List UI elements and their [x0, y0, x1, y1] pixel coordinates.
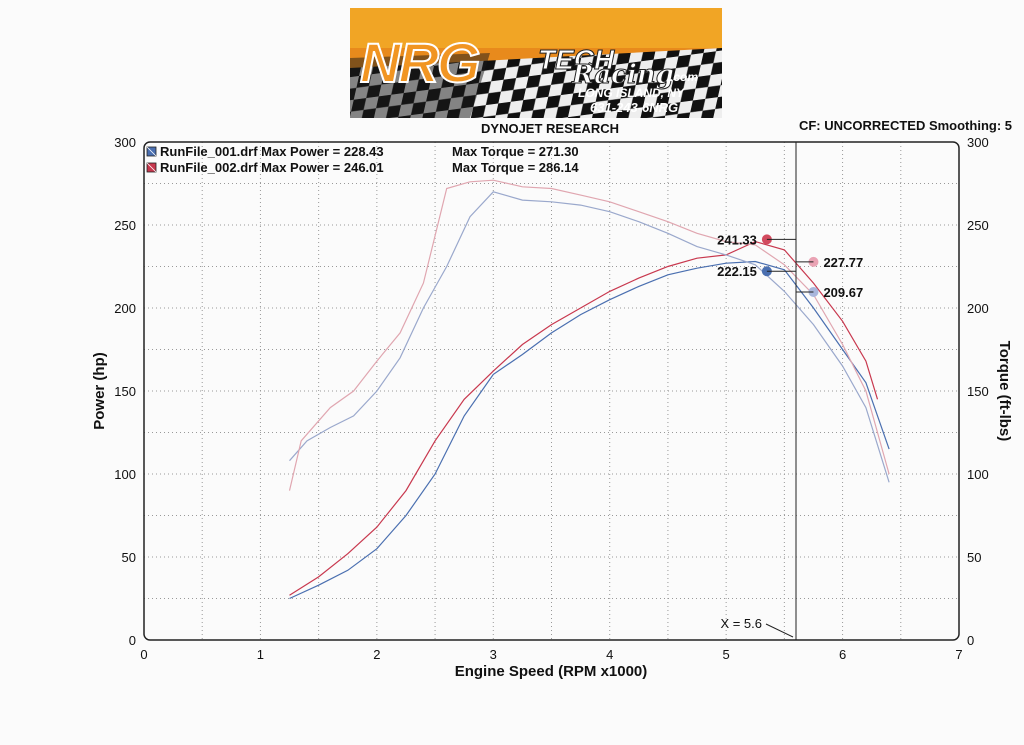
x-axis-label: Engine Speed (RPM x1000): [455, 663, 648, 680]
y-tick-label: 0: [129, 633, 136, 648]
legend-label: RunFile_001.drf Max Power = 228.43: [160, 144, 384, 159]
y2-axis-label: Torque (ft-lbs): [996, 341, 1013, 442]
cursor-label: X = 5.6: [720, 616, 762, 631]
y-tick-label: 150: [114, 384, 136, 399]
y2-tick-label: 300: [967, 135, 989, 150]
logo-dotcom-text: .com: [670, 70, 699, 84]
x-tick-label: 4: [606, 647, 613, 662]
legend-swatch-slash: [146, 146, 157, 157]
plot-frame: [143, 141, 960, 641]
x-tick-label: 7: [955, 647, 962, 662]
cf-info: CF: UNCORRECTED Smoothing: 5: [799, 118, 1012, 133]
series-line-2: [289, 240, 879, 596]
y-axis-label: Power (hp): [91, 352, 108, 430]
axis-ticks: 0 1 2 3 4 5 6 705010015020025030005010015020025…: [114, 135, 988, 662]
series-line-1: [289, 260, 890, 600]
logo-graphic: [350, 8, 722, 118]
x-tick-label: 0: [140, 647, 147, 662]
annotation-label: 209.67: [823, 285, 863, 300]
x-tick-label: 1: [257, 647, 264, 662]
y2-tick-label: 50: [967, 550, 981, 565]
logo-sub2-text: Racing: [572, 60, 675, 91]
y2-tick-label: 200: [967, 301, 989, 316]
series-lines: [288, 179, 890, 600]
legend: RunFile_001.drf Max Power = 228.43 Max To…: [146, 144, 579, 175]
legend-torque-label: Max Torque = 286.14: [452, 160, 579, 175]
legend-torque-label: Max Torque = 271.30: [452, 144, 579, 159]
y-tick-label: 200: [114, 301, 136, 316]
y-tick-label: 250: [114, 218, 136, 233]
annotation-label: 222.15: [717, 264, 757, 279]
x-tick-label: 5: [723, 647, 730, 662]
y-tick-label: 300: [114, 135, 136, 150]
y2-tick-label: 250: [967, 218, 989, 233]
logo-main-text: NRG: [359, 30, 481, 95]
annotation-label: 227.77: [823, 255, 863, 270]
chart-title: DYNOJET RESEARCH: [481, 121, 619, 136]
x-tick-label: 3: [490, 647, 497, 662]
logo-location-text: LONG ISLAND, NY: [578, 86, 685, 100]
x-tick-label: 6: [839, 647, 846, 662]
y-tick-label: 100: [114, 467, 136, 482]
grid-lines: [144, 142, 959, 640]
y2-tick-label: 150: [967, 384, 989, 399]
logo-phone-text: 631-243-6NRG: [590, 100, 679, 115]
nrg-tech-racing-logo: NRG TECH Racing .com LONG ISLAND, NY 631…: [350, 8, 722, 118]
series-line-3: [289, 191, 890, 483]
y2-tick-label: 0: [967, 633, 974, 648]
cursor-arrow: [765, 623, 794, 638]
legend-label: RunFile_002.drf Max Power = 246.01: [160, 160, 384, 175]
x-tick-label: 2: [373, 647, 380, 662]
value-annotations: 241.33 222.15 227.77 209.67: [717, 232, 863, 300]
y2-tick-label: 100: [967, 467, 989, 482]
annotation-label: 241.33: [717, 232, 757, 247]
legend-swatch-slash: [146, 162, 157, 173]
logo-sub1-text: TECH: [537, 44, 615, 76]
y-tick-label: 50: [122, 550, 136, 565]
rpm-cursor: X = 5.6: [720, 142, 797, 640]
series-line-4: [288, 179, 890, 491]
